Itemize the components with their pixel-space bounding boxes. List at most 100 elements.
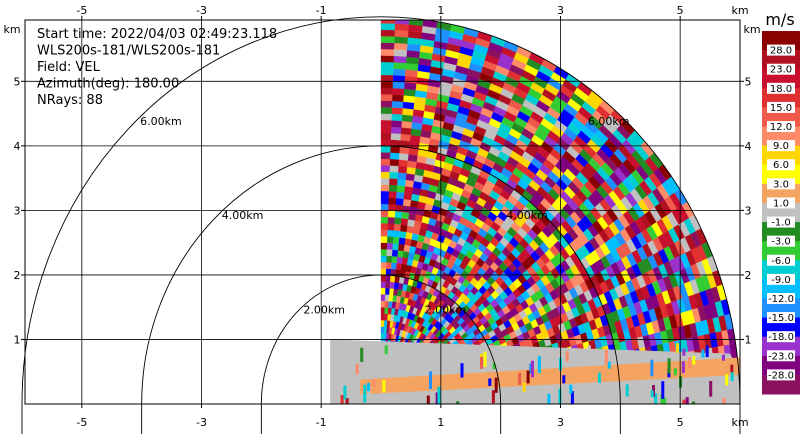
colorbar-label-9: -1.0 (771, 218, 791, 229)
clutter-speck-54 (722, 398, 726, 404)
colorbar-label-6: 6.0 (773, 160, 789, 171)
clutter-speck-18 (488, 378, 492, 386)
xtick-top-3: 1 (437, 4, 444, 17)
clutter-speck-58 (679, 376, 683, 388)
colorbar-label-0: 28.0 (770, 46, 792, 57)
range-gate-2239 (380, 42, 395, 50)
colorbar-label-3: 15.0 (770, 103, 792, 114)
clutter-speck-64 (456, 401, 460, 404)
range-gate-1358 (388, 184, 398, 192)
clutter-speck-45 (682, 348, 686, 356)
clutter-speck-67 (494, 377, 498, 393)
range-gate-1118 (387, 223, 395, 231)
unit-label-top-right: km (731, 4, 748, 17)
range-gate-1158 (387, 216, 395, 225)
clutter-speck-56 (426, 395, 430, 404)
range-gate-1918 (391, 94, 404, 102)
range-gate-1078 (386, 229, 394, 237)
range-gate-518 (383, 320, 388, 327)
colorbar-label-13: -12.0 (768, 294, 794, 305)
xtick-top-0: -5 (76, 4, 87, 17)
clutter-speck-42 (483, 351, 487, 367)
range-gate-679 (380, 294, 386, 301)
clutter-speck-52 (692, 401, 695, 404)
unit-label-bottom-right: km (731, 416, 748, 429)
range-gate-2078 (392, 68, 406, 77)
clutter-speck-8 (692, 355, 696, 365)
range-gate-1317 (395, 191, 405, 200)
range-gate-1318 (388, 191, 397, 199)
colorbar-unit: m/s (765, 10, 794, 29)
range-ring-1 (141, 145, 382, 434)
clutter-speck-50 (480, 356, 484, 369)
clutter-speck-40 (558, 389, 562, 404)
clutter-speck-21 (491, 390, 495, 404)
range-gate-1319 (380, 190, 389, 198)
clutter-speck-34 (537, 356, 541, 373)
range-gate-918 (386, 255, 392, 263)
clutter-speck-66 (565, 351, 569, 362)
range-gate-1276 (402, 198, 412, 207)
colorbar-label-bg-3 (767, 101, 795, 113)
clutter-speck-35 (355, 363, 359, 375)
range-gate-999 (380, 242, 388, 250)
ring-label-left-1: 4.00km (222, 209, 264, 222)
colorbar-label-11: -6.0 (771, 256, 791, 267)
range-gate-2079 (380, 68, 394, 76)
clutter-speck-11 (625, 384, 629, 397)
range-gate-1718 (390, 126, 402, 134)
range-gate-1399 (380, 177, 390, 185)
range-gate-637 (387, 300, 393, 309)
range-gate-1397 (396, 178, 406, 187)
range-gate-1879 (380, 100, 393, 108)
ring-label-right-2: 6.00km (588, 115, 630, 128)
clutter-speck-69 (526, 370, 530, 384)
clutter-speck-5 (570, 391, 574, 404)
range-gate-2319 (380, 29, 395, 37)
clutter-speck-49 (360, 347, 364, 362)
range-ring-0 (260, 274, 382, 434)
range-gate-1678 (390, 133, 401, 141)
range-gate-1159 (380, 216, 388, 224)
range-gate-1599 (380, 145, 391, 153)
clutter-speck-33 (660, 394, 664, 404)
colorbar-label-bg-14 (767, 312, 795, 324)
range-gate-1799 (380, 113, 392, 121)
range-gate-876 (395, 262, 402, 271)
unit-label-right: km (743, 23, 760, 36)
clutter-speck-23 (384, 345, 388, 355)
range-gate-956 (397, 250, 404, 258)
range-gate-677 (388, 294, 394, 302)
colorbar-label-12: -9.0 (771, 275, 791, 286)
range-gate-438 (383, 332, 387, 340)
ytick-left-3: 4 (14, 140, 21, 153)
info-block: Start time: 2022/04/03 02:49:23.118 WLS20… (37, 27, 277, 108)
plot-frame (24, 19, 741, 405)
range-gate-1359 (380, 184, 390, 192)
orange-band (360, 357, 740, 395)
range-gate-1757 (401, 120, 413, 129)
range-gate-1035 (404, 238, 412, 246)
range-ring-right-1 (381, 145, 621, 434)
clutter-speck-62 (607, 361, 611, 369)
xtick-bottom-0: -5 (76, 416, 87, 429)
range-gate-1439 (380, 171, 390, 179)
clutter-speck-48 (382, 380, 386, 393)
colorbar-label-bg-12 (767, 273, 795, 285)
range-gate-799 (380, 274, 386, 282)
range-gate-719 (380, 287, 386, 295)
range-gate-1236 (401, 205, 411, 213)
ring-label-left-0: 2.00km (303, 304, 345, 317)
range-gate-796 (394, 275, 400, 284)
range-gate-757 (389, 281, 395, 289)
range-gate-479 (380, 326, 384, 334)
clutter-speck-55 (518, 372, 522, 386)
range-gate-959 (380, 248, 387, 256)
colorbar-label-10: -3.0 (771, 237, 791, 248)
colorbar-label-bg-10 (767, 235, 795, 247)
clutter-speck-25 (366, 382, 370, 392)
range-gate-2159 (380, 55, 394, 63)
range-gate-1557 (398, 152, 409, 161)
ytick-left-4: 5 (14, 75, 21, 88)
range-gate-1519 (380, 158, 391, 166)
